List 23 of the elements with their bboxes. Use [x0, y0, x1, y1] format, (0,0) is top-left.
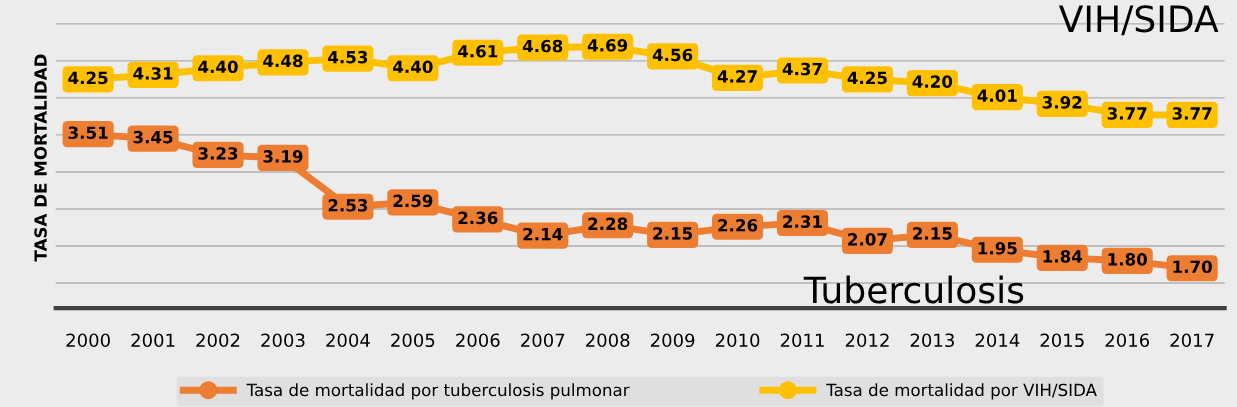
x-tick-label: 2004	[326, 333, 370, 348]
x-tick-label: 2008	[586, 333, 630, 348]
x-tick-label: 2012	[845, 333, 889, 348]
x-tick-label: 2015	[1040, 333, 1084, 348]
x-tick-label: 2017	[1170, 333, 1214, 348]
x-tick-label: 2007	[521, 333, 565, 348]
x-tick-label: 2016	[1105, 333, 1150, 348]
legend-label: Tasa de mortalidad por VIH/SIDA	[826, 383, 1097, 400]
x-tick-label: 2001	[131, 333, 175, 348]
x-tick-label: 2006	[456, 333, 500, 348]
x-tick-label: 2005	[391, 333, 435, 348]
x-tick-label: 2011	[780, 333, 824, 348]
text: VIH/SIDA	[1058, 5, 1219, 36]
x-tick-label: 2014	[975, 333, 1020, 348]
x-tick-label: 2009	[650, 333, 695, 348]
x-tick-label: 2010	[715, 333, 760, 348]
legend-label: Tasa de mortalidad por tuberculosis pulmonar	[246, 383, 630, 400]
x-tick-label: 2003	[261, 333, 305, 348]
x-tick-label: 2002	[196, 333, 240, 348]
text: Tuberculosis	[803, 275, 1024, 304]
x-tick-label: 2013	[910, 333, 954, 348]
y-axis-title: TASA DE MORTALIDAD	[34, 54, 47, 262]
x-tick-label: 2000	[66, 333, 110, 348]
